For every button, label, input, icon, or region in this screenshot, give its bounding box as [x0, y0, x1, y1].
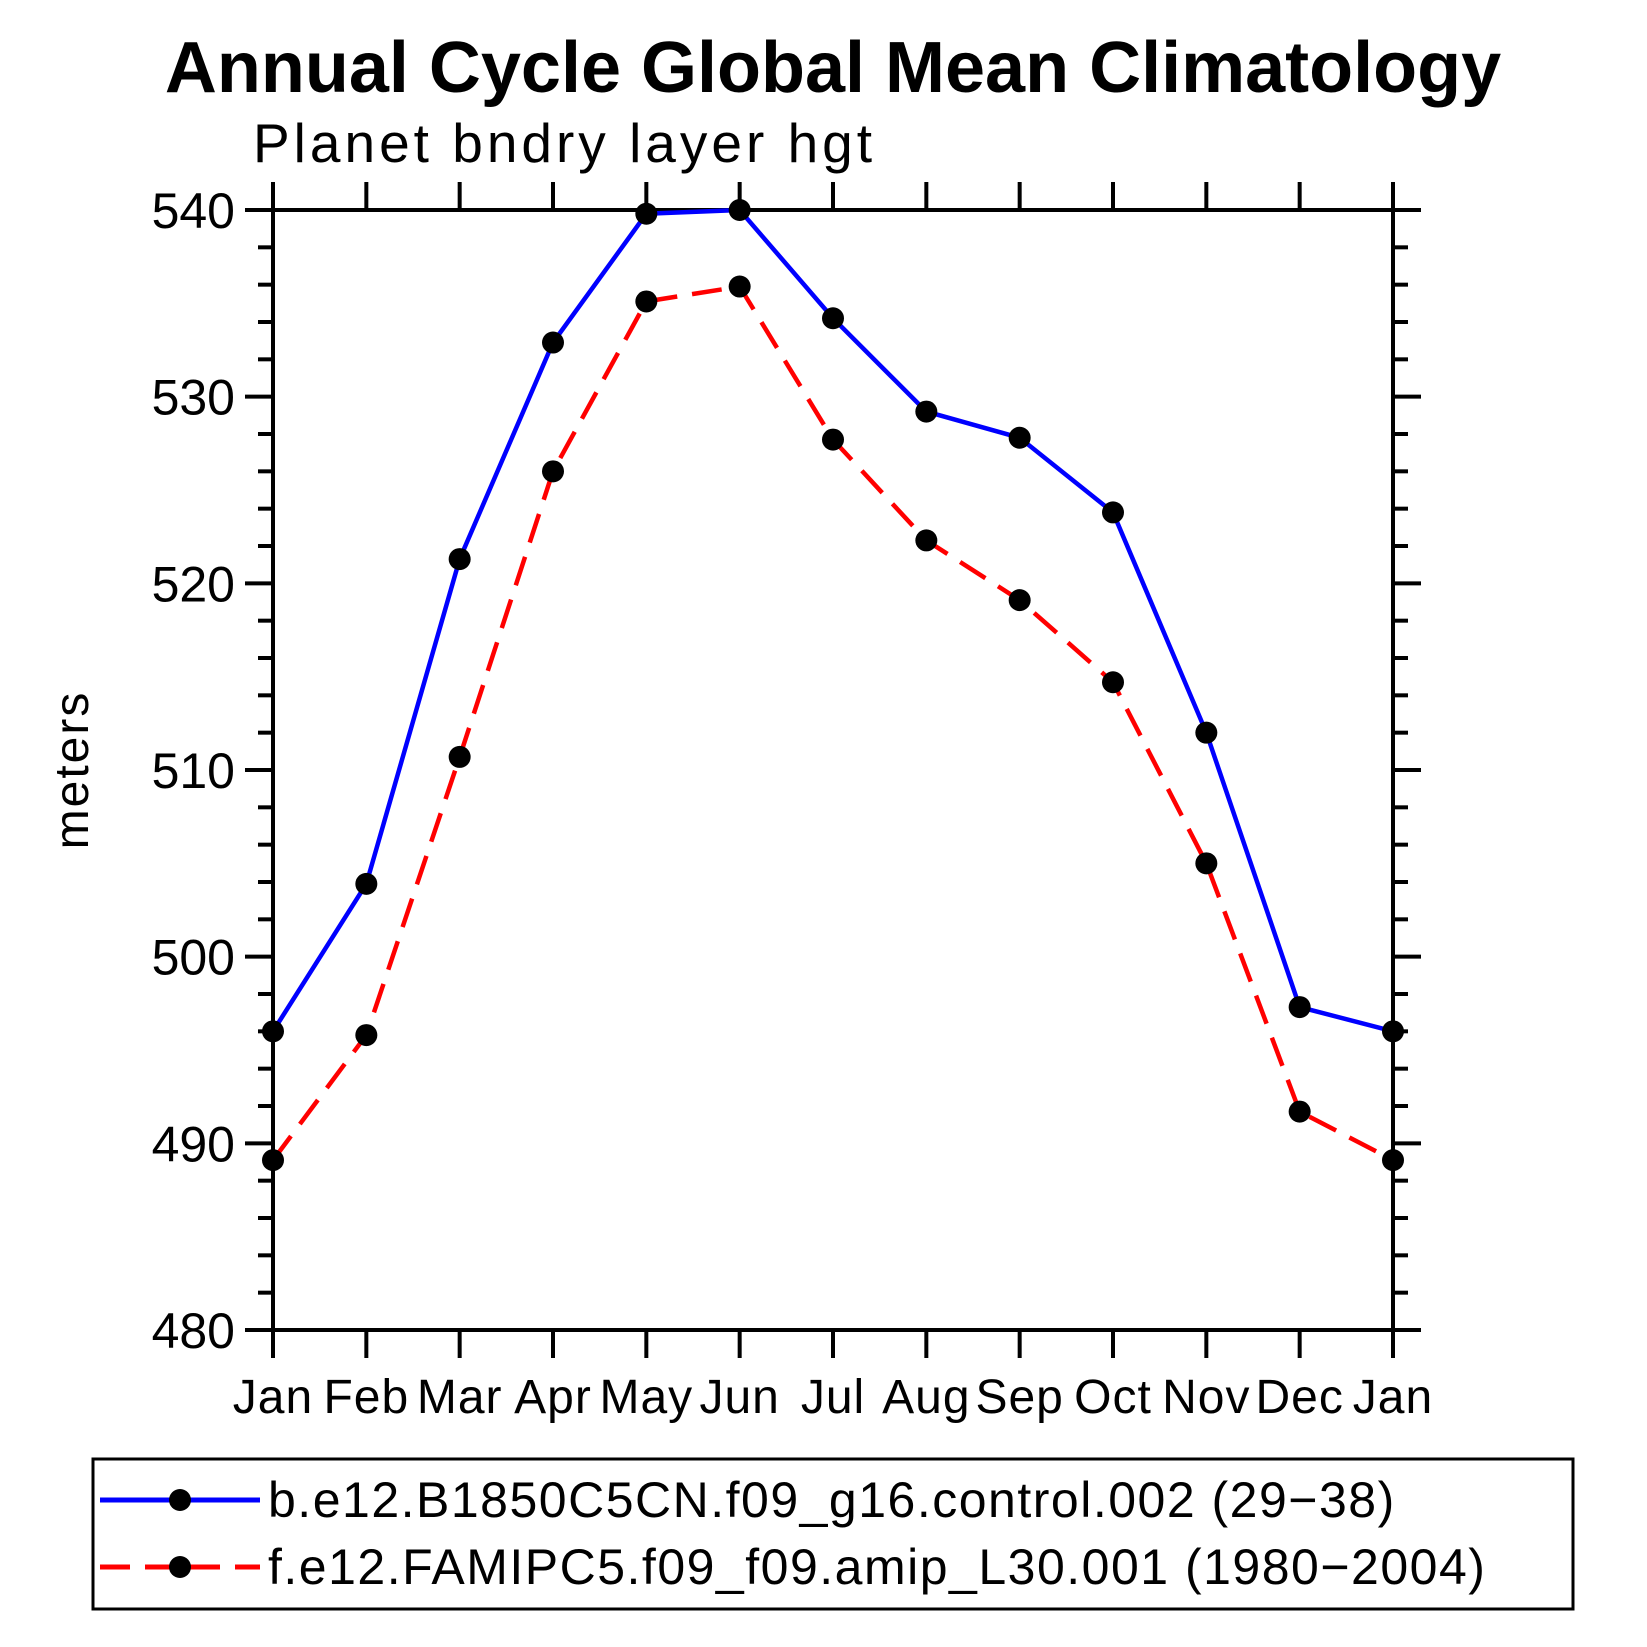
- x-tick-label: Jun: [699, 1371, 779, 1424]
- series-marker-1: [1195, 852, 1218, 875]
- legend-box: [91, 1457, 1575, 1611]
- legend-label-1: f.e12.FAMIPC5.f09_f09.amip_L30.001 (1980…: [268, 1539, 1486, 1595]
- x-tick-label: Jul: [801, 1371, 865, 1424]
- y-tick-label: 480: [152, 1303, 235, 1359]
- y-tick-label: 490: [152, 1116, 235, 1172]
- legend: b.e12.B1850C5CN.f09_g16.control.002 (29−…: [91, 1457, 1575, 1611]
- series-marker-0: [1288, 996, 1311, 1019]
- series-marker-1: [542, 460, 564, 483]
- y-axis-title: meters: [46, 691, 99, 850]
- legend-marker-0: [169, 1489, 191, 1511]
- chart-title: Annual Cycle Global Mean Climatology: [165, 28, 1501, 108]
- legend-label-0: b.e12.B1850C5CN.f09_g16.control.002 (29−…: [268, 1472, 1396, 1528]
- series-line-1: [271, 284, 1395, 1163]
- x-tick-label: Dec: [1255, 1371, 1343, 1424]
- y-tick-label: 540: [152, 183, 235, 239]
- series-marker-1: [1382, 1149, 1404, 1172]
- legend-marker-1: [169, 1556, 191, 1578]
- series-marker-0: [822, 307, 844, 330]
- series-marker-0: [1195, 721, 1218, 744]
- series-marker-0: [1382, 1020, 1404, 1043]
- series-marker-0: [635, 202, 658, 225]
- x-tick-label: Jan: [233, 1371, 313, 1424]
- series-marker-1: [1102, 671, 1124, 694]
- x-tick-label: Sep: [975, 1371, 1063, 1424]
- x-tick-label: Aug: [882, 1371, 970, 1424]
- series-marker-0: [542, 331, 564, 354]
- x-tick-label: Mar: [417, 1371, 503, 1424]
- series-marker-0: [448, 548, 471, 571]
- series-line-0: [271, 207, 1394, 1034]
- data-series: [262, 199, 1404, 1172]
- series-marker-0: [728, 199, 751, 221]
- x-tick-label: Oct: [1074, 1371, 1152, 1424]
- y-tick-label: 510: [152, 743, 235, 799]
- plot-frame: [271, 208, 1395, 1332]
- series-marker-1: [915, 529, 938, 552]
- series-marker-0: [915, 400, 938, 423]
- y-tick-label: 520: [152, 556, 235, 612]
- series-marker-0: [355, 872, 378, 895]
- series-marker-0: [1008, 426, 1031, 449]
- y-tick-label: 500: [152, 930, 235, 986]
- y-tick-label: 530: [152, 370, 235, 426]
- x-tick-label: Jan: [1353, 1371, 1433, 1424]
- legend-row-1: f.e12.FAMIPC5.f09_f09.amip_L30.001 (1980…: [100, 1539, 1486, 1595]
- x-tick-label: Apr: [514, 1371, 592, 1424]
- series-marker-0: [262, 1020, 284, 1043]
- series-marker-0: [1102, 501, 1124, 524]
- x-tick-label: May: [599, 1371, 693, 1424]
- legend-row-0: b.e12.B1850C5CN.f09_g16.control.002 (29−…: [100, 1472, 1396, 1528]
- x-tick-label: Nov: [1162, 1371, 1250, 1424]
- series-marker-1: [448, 745, 471, 768]
- series-marker-1: [635, 290, 658, 313]
- chart-subtitle: Planet bndry layer hgt: [253, 112, 876, 174]
- series-marker-1: [822, 428, 844, 451]
- series-marker-1: [262, 1149, 284, 1172]
- legend-rows: b.e12.B1850C5CN.f09_g16.control.002 (29−…: [100, 1472, 1486, 1595]
- series-marker-1: [1008, 589, 1031, 612]
- x-tick-label: Feb: [323, 1371, 409, 1424]
- series-marker-1: [728, 275, 751, 298]
- series-marker-1: [355, 1024, 378, 1047]
- series-marker-1: [1288, 1100, 1311, 1123]
